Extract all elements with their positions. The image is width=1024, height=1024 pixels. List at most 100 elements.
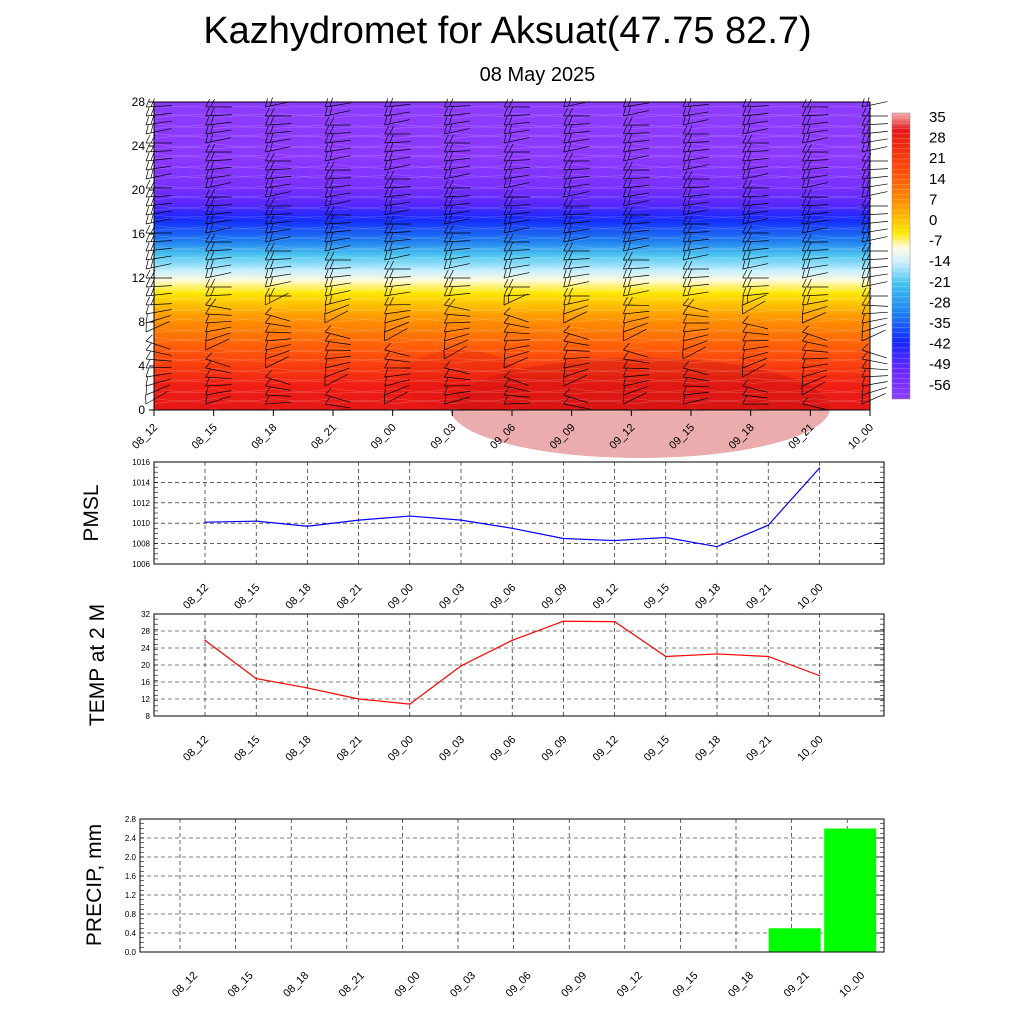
wind-barb — [682, 297, 709, 312]
wind-barb — [682, 277, 709, 288]
wind-barb — [205, 205, 232, 216]
wind-barb — [324, 241, 351, 252]
wind-barb — [563, 277, 590, 288]
wind-barb — [503, 143, 530, 153]
colorbar-label: 0 — [929, 212, 937, 229]
wind-barb — [503, 268, 530, 279]
contour-line — [153, 235, 871, 238]
y-tick-label: 24 — [132, 139, 146, 153]
wind-barb — [384, 351, 411, 363]
wind-barb — [503, 378, 530, 392]
wind-barb — [324, 187, 351, 198]
wind-barb — [205, 332, 231, 342]
wind-barb — [503, 350, 529, 360]
data-point — [460, 665, 462, 667]
y-tick-label: 20 — [132, 183, 146, 197]
contour-line — [153, 327, 871, 331]
wind-barb — [264, 341, 291, 351]
wind-barb — [384, 391, 408, 405]
x-tick-label: 09_21 — [782, 970, 812, 1000]
wind-barb — [622, 196, 649, 207]
wind-barb — [384, 224, 411, 234]
wind-barb — [503, 287, 530, 297]
wind-barb — [563, 142, 590, 153]
wind-barb — [503, 395, 530, 405]
wind-barb — [503, 133, 530, 144]
data-point — [204, 521, 206, 523]
wind-barb — [623, 116, 650, 126]
y-axis-label: PMSL — [80, 484, 103, 541]
chart-title: Kazhydromet for Aksuat(47.75 82.7) — [203, 10, 812, 52]
wind-barb — [623, 215, 650, 225]
wind-barb — [444, 369, 471, 381]
colorbar-label: 21 — [929, 150, 946, 167]
wind-barb — [682, 369, 709, 381]
wind-barb — [205, 214, 232, 225]
wind-barb — [623, 268, 650, 279]
wind-barb — [265, 287, 292, 297]
wind-barb — [443, 345, 468, 360]
wind-barb — [444, 386, 471, 396]
wind-barb — [145, 351, 172, 362]
wind-barb — [205, 115, 232, 126]
contour-line — [153, 398, 871, 401]
wind-barb — [742, 151, 769, 162]
wind-barb — [682, 340, 708, 351]
wind-barb — [384, 250, 411, 261]
wind-barb — [563, 311, 588, 324]
wind-barb — [444, 377, 471, 387]
wind-barb — [145, 390, 169, 405]
wind-barb — [623, 343, 649, 358]
wind-barb — [682, 286, 709, 297]
wind-barb — [384, 179, 411, 189]
wind-barb — [742, 250, 769, 261]
wind-barb — [503, 223, 530, 234]
wind-barb — [563, 268, 590, 279]
x-tick-label: 09_03 — [437, 582, 467, 612]
wind-barb — [205, 233, 232, 243]
wind-barb — [145, 124, 172, 135]
wind-barb — [145, 169, 172, 180]
wind-barb — [801, 169, 829, 180]
wind-barb — [145, 250, 172, 261]
colorbar-label: -49 — [929, 356, 951, 373]
contour-line — [153, 225, 871, 229]
wind-barb — [861, 343, 887, 359]
wind-barb — [563, 305, 589, 315]
wind-barb — [682, 386, 709, 396]
data-point — [562, 537, 565, 540]
y-tick-label: 1008 — [132, 540, 150, 549]
contour-line — [153, 378, 871, 381]
contour-line — [153, 143, 871, 147]
wind-barb — [802, 98, 829, 108]
wind-barb — [503, 197, 530, 207]
wind-barb — [384, 321, 409, 333]
wind-barb — [384, 106, 411, 117]
wind-barb — [384, 305, 411, 315]
wind-barb — [503, 387, 530, 398]
contour-line — [153, 360, 871, 364]
contour-line — [153, 174, 871, 177]
x-tick-label: 09_15 — [642, 582, 672, 612]
contour-line — [153, 208, 871, 211]
wind-barb — [682, 260, 709, 270]
wind-barb — [383, 328, 408, 342]
wind-barb — [324, 178, 351, 189]
data-point — [767, 524, 769, 527]
wind-barb — [802, 152, 829, 162]
wind-barb — [265, 378, 291, 391]
wind-barb — [742, 169, 769, 180]
wind-barb — [623, 351, 650, 364]
data-point — [767, 655, 769, 658]
chart-subtitle: 08 May 2025 — [479, 64, 596, 86]
wind-barb — [802, 160, 829, 171]
wind-barb — [742, 378, 768, 393]
wind-barb — [324, 196, 351, 207]
data-point — [511, 639, 513, 642]
wind-barb — [682, 323, 709, 333]
wind-barb — [801, 359, 829, 369]
wind-barb — [444, 151, 471, 162]
wind-barb — [623, 251, 650, 261]
wind-barb — [145, 205, 172, 216]
wind-barb — [205, 278, 232, 288]
